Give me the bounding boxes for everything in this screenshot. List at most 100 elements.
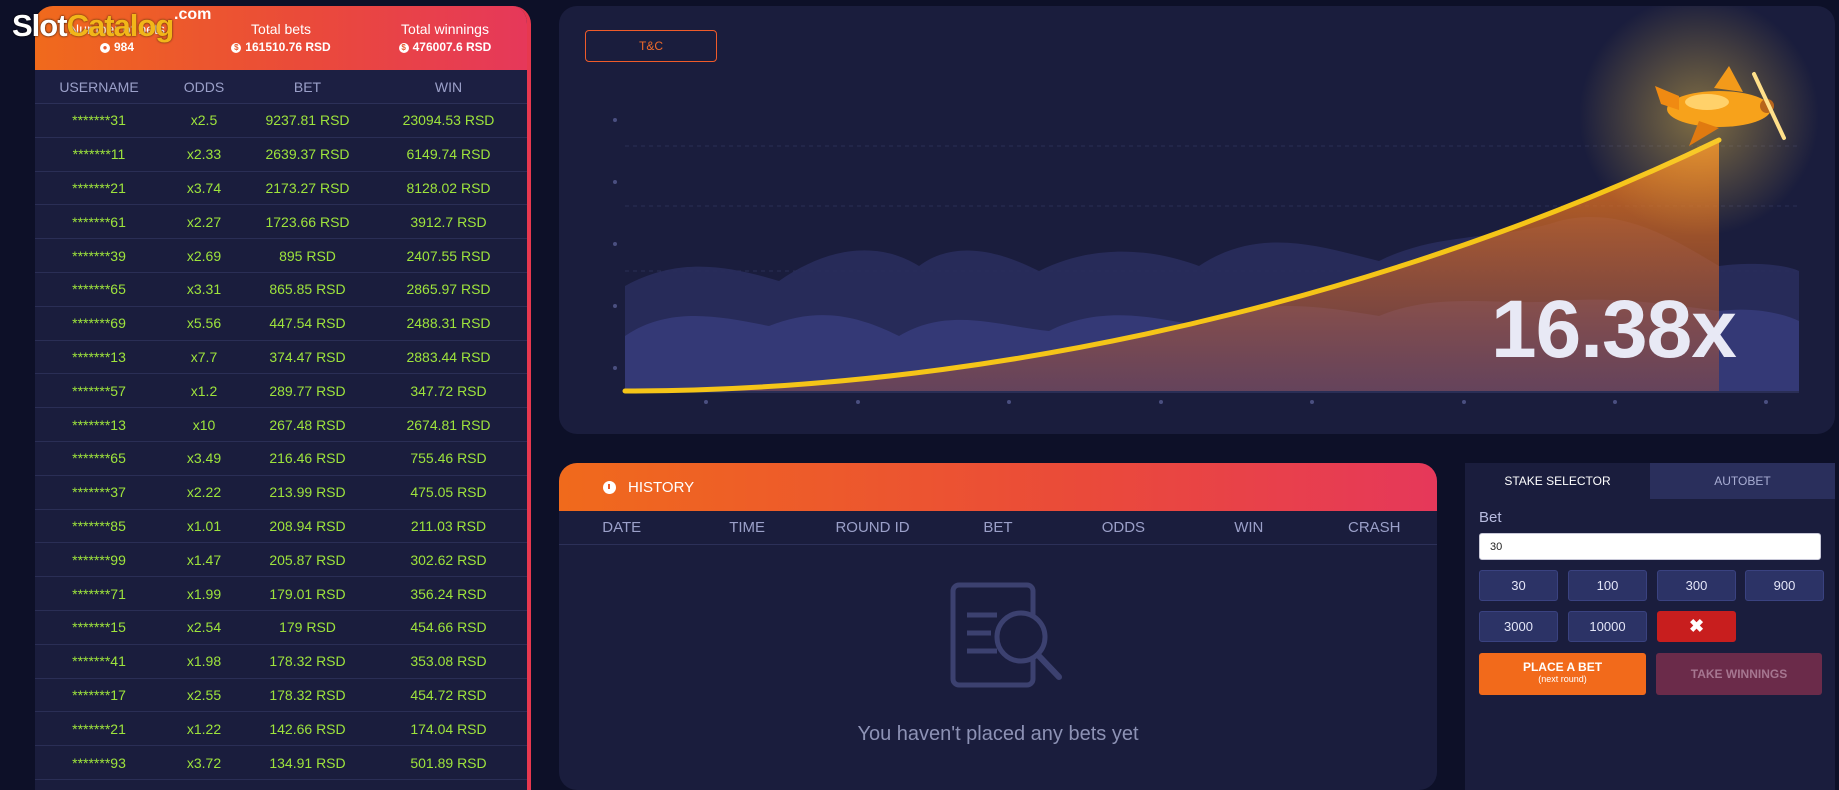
row-odds: x2.27 (186, 213, 222, 230)
table-row: *******11 x2.33 2639.37 RSD 6149.74 RSD (35, 138, 527, 172)
history-col-odds: ODDS (1101, 519, 1146, 536)
row-bet: 216.46 RSD (269, 450, 346, 467)
row-odds: x2.69 (186, 247, 222, 264)
chip-100-button[interactable]: 100 (1568, 570, 1647, 601)
history-col-bet: BET (983, 519, 1013, 536)
bet-amount-input[interactable] (1479, 533, 1821, 560)
row-odds: x3.49 (186, 450, 222, 467)
column-odds: ODDS (183, 78, 225, 95)
row-win: 475.05 RSD (410, 484, 487, 501)
money-bag-icon: $ (398, 42, 409, 53)
history-panel: HISTORY DATE TIME ROUND ID BET ODDS WIN … (559, 463, 1437, 790)
game-canvas: T&C 16.38x (559, 6, 1835, 434)
total-winnings-stat: Total winnings $476007.6 RSD (363, 20, 527, 56)
row-odds: x2.55 (186, 686, 222, 703)
row-username: *******11 (72, 146, 126, 163)
multiplier-display: 16.38x (1491, 284, 1737, 375)
row-odds: x3.72 (186, 754, 222, 771)
row-win: 356.24 RSD (410, 585, 487, 602)
row-bet: 267.48 RSD (269, 416, 346, 433)
curve-area (625, 140, 1719, 391)
table-row: *******35x7.13127.9 RSD912.16 RSD (35, 780, 527, 790)
bet-label: Bet (1479, 509, 1502, 526)
row-bet: 2173.27 RSD (265, 179, 350, 196)
table-row: *******93 x3.72 134.91 RSD 501.89 RSD (35, 746, 527, 780)
bets-table-body[interactable]: *******31 x2.5 9237.81 RSD 23094.53 RSD ****… (35, 104, 527, 790)
empty-search-icon (950, 582, 1062, 688)
history-col-time: TIME (729, 519, 766, 536)
row-bet: 895 RSD (279, 247, 336, 264)
row-win: 454.66 RSD (410, 619, 487, 636)
game-scene (613, 6, 1819, 404)
empty-history-message: You haven't placed any bets yet (857, 723, 1139, 745)
row-username: *******17 (72, 686, 126, 703)
history-columns: DATE TIME ROUND ID BET ODDS WIN CRASH (559, 511, 1437, 545)
table-row: *******41 x1.98 178.32 RSD 353.08 RSD (35, 645, 527, 679)
total-bets-stat: Total bets $161510.76 RSD (199, 20, 363, 56)
row-bet: 179.01 RSD (269, 585, 346, 602)
coins-icon: $ (231, 42, 242, 53)
row-bet: 178.32 RSD (269, 653, 346, 670)
row-bet: 447.54 RSD (269, 315, 346, 332)
chip-300-button[interactable]: 300 (1657, 570, 1736, 601)
row-win: 912.16 RSD (370, 788, 527, 790)
chip-3000-button[interactable]: 3000 (1479, 611, 1558, 642)
table-row: *******57 x1.2 289.77 RSD 347.72 RSD (35, 374, 527, 409)
row-win: 302.62 RSD (410, 551, 487, 568)
row-username: *******35 (35, 788, 163, 790)
row-bet: 179 RSD (279, 619, 336, 636)
row-odds: x1.01 (186, 517, 222, 534)
row-odds: x3.74 (186, 179, 222, 196)
table-row: *******31 x2.5 9237.81 RSD 23094.53 RSD (35, 104, 527, 138)
chip-900-button[interactable]: 900 (1745, 570, 1824, 601)
row-username: *******93 (72, 754, 126, 771)
chip-30-button[interactable]: 30 (1479, 570, 1558, 601)
row-bet: 2639.37 RSD (265, 146, 350, 163)
row-odds: x2.22 (186, 484, 222, 501)
row-username: *******37 (72, 484, 126, 501)
clear-bet-button[interactable]: ✖ (1657, 611, 1736, 642)
table-row: *******21 x3.74 2173.27 RSD 8128.02 RSD (35, 172, 527, 206)
row-odds: x5.56 (186, 315, 222, 332)
row-win: 2488.31 RSD (406, 315, 491, 332)
history-col-round-id: ROUND ID (835, 519, 910, 536)
tab-stake-selector[interactable]: STAKE SELECTOR (1465, 463, 1650, 499)
row-win: 454.72 RSD (410, 686, 487, 703)
table-row: *******61 x2.27 1723.66 RSD 3912.7 RSD (35, 205, 527, 240)
row-odds: x1.98 (186, 653, 222, 670)
row-bet: 178.32 RSD (269, 686, 346, 703)
row-bet: 1723.66 RSD (265, 213, 350, 230)
history-header: HISTORY (559, 463, 1437, 511)
take-winnings-button[interactable]: TAKE WINNINGS (1656, 653, 1822, 695)
row-odds: x1.99 (186, 585, 222, 602)
row-bet: 134.91 RSD (269, 754, 346, 771)
row-odds: x2.33 (186, 146, 222, 163)
row-win: 347.72 RSD (410, 382, 487, 399)
row-odds: x1.47 (186, 551, 222, 568)
row-username: *******61 (72, 213, 126, 230)
table-row: *******13 x10 267.48 RSD 2674.81 RSD (35, 408, 527, 442)
row-odds: x2.54 (186, 619, 222, 636)
row-username: *******85 (72, 517, 126, 534)
bets-table-header: USERNAME ODDS BET WIN (35, 70, 527, 104)
place-bet-button[interactable]: PLACE A BET (next round) (1479, 653, 1646, 695)
user-icon: ● (99, 42, 110, 53)
row-win: 174.04 RSD (410, 720, 487, 737)
row-odds: x2.5 (190, 112, 218, 129)
row-bet: 208.94 RSD (269, 517, 346, 534)
row-odds: x10 (192, 416, 216, 433)
row-odds: x1.2 (190, 382, 218, 399)
row-username: *******99 (72, 551, 126, 568)
tc-button[interactable]: T&C (585, 30, 717, 62)
table-row: *******17 x2.55 178.32 RSD 454.72 RSD (35, 679, 527, 713)
stake-tabs: STAKE SELECTOR AUTOBET (1465, 463, 1835, 499)
slotcatalog-logo: SlotCatalog .com (12, 6, 212, 43)
row-bet: 9237.81 RSD (265, 112, 350, 129)
tab-autobet[interactable]: AUTOBET (1650, 463, 1835, 499)
row-username: *******71 (72, 585, 126, 602)
chip-10000-button[interactable]: 10000 (1568, 611, 1647, 642)
row-bet: 205.87 RSD (269, 551, 346, 568)
row-win: 6149.74 RSD (406, 146, 491, 163)
row-win: 2883.44 RSD (406, 348, 491, 365)
history-col-win: WIN (1234, 519, 1264, 536)
